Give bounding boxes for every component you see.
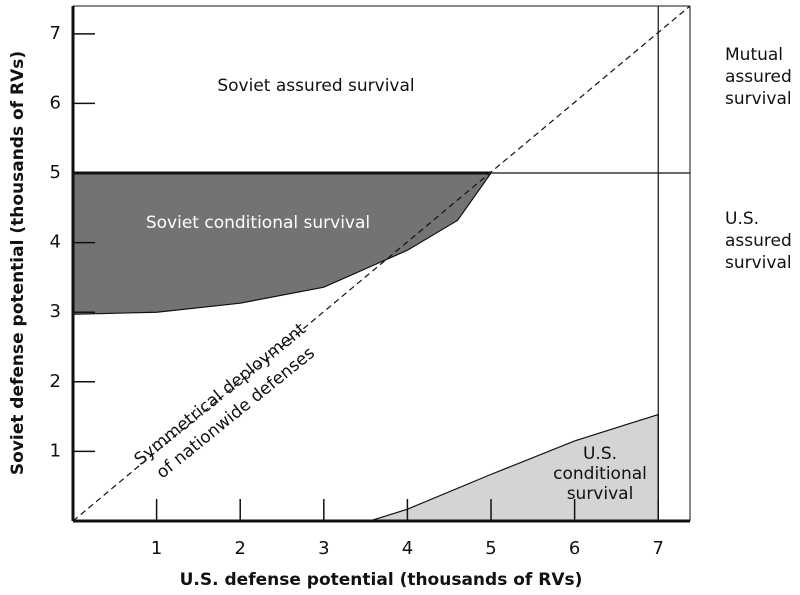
y-tick-label: 5 [50,162,61,183]
x-tick-label: 4 [402,538,413,559]
annotation: U.S. [725,209,759,229]
annotation: Mutual [725,45,783,65]
x-tick-label: 2 [234,538,245,559]
annotation: Soviet assured survival [217,76,414,96]
region-label: survival [567,484,634,504]
x-tick-label: 1 [151,538,162,559]
y-tick-label: 7 [50,23,61,44]
y-tick-label: 6 [50,92,61,113]
x-tick-label: 7 [653,538,664,559]
annotation: survival [725,253,792,273]
annotation: of nationwide defenses [153,343,319,483]
region [72,172,493,315]
annotation: assured [725,231,792,251]
region-label: U.S. [583,444,617,464]
annotation: survival [725,89,792,109]
region-label: conditional [553,464,647,484]
annotation: assured [725,67,792,87]
reference-line [73,6,690,521]
y-tick-label: 1 [50,440,61,461]
y-tick-label: 2 [50,371,61,392]
y-tick-label: 4 [50,232,61,253]
x-tick-label: 5 [485,538,496,559]
annotation: Symmetrical deployment [131,319,310,470]
x-tick-label: 3 [318,538,329,559]
x-tick-label: 6 [569,538,580,559]
region-label: Soviet conditional survival [146,213,370,233]
y-axis-title: Soviet defense potential (thousands of R… [8,51,28,475]
y-tick-label: 3 [50,301,61,322]
x-axis-title: U.S. defense potential (thousands of RVs… [180,570,583,590]
